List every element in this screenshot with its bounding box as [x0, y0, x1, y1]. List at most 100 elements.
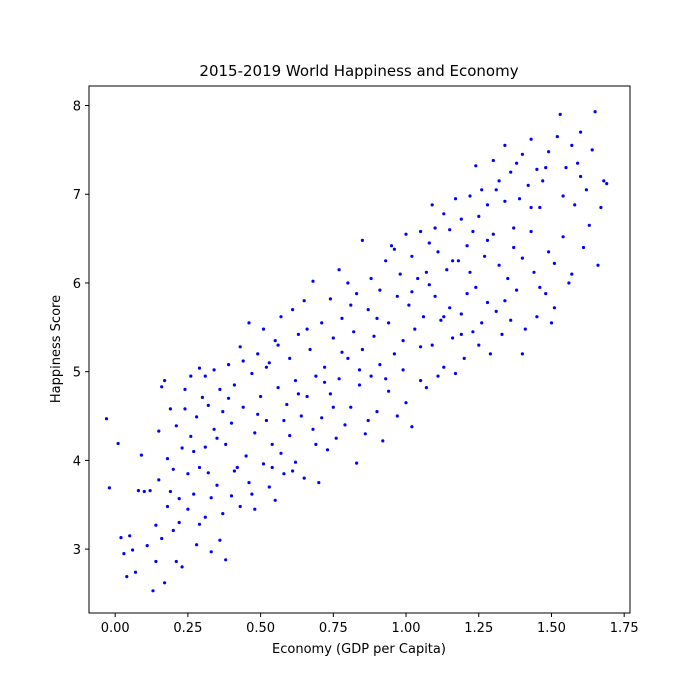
data-point: [320, 321, 324, 325]
data-point: [221, 511, 225, 516]
data-point: [535, 167, 539, 171]
data-point: [227, 396, 231, 400]
points-layer: [104, 110, 609, 593]
data-point: [267, 361, 271, 365]
data-point: [392, 247, 396, 251]
y-tick-label: 3: [73, 543, 81, 558]
data-point: [430, 343, 434, 347]
data-point: [398, 272, 402, 276]
data-point: [186, 507, 190, 511]
data-point: [165, 504, 170, 509]
data-point: [448, 228, 452, 232]
data-point: [296, 332, 300, 336]
data-point: [570, 272, 574, 276]
data-point: [328, 297, 332, 301]
data-point: [552, 306, 557, 310]
data-point: [439, 318, 443, 322]
data-point: [410, 254, 414, 258]
data-point: [453, 197, 458, 201]
data-point: [331, 336, 335, 340]
data-point: [436, 250, 440, 254]
data-point: [151, 589, 155, 593]
data-point: [485, 238, 490, 242]
data-point: [293, 379, 298, 383]
data-point: [416, 276, 420, 281]
data-point: [250, 492, 254, 496]
data-point: [337, 377, 341, 381]
data-point: [517, 197, 522, 201]
data-point: [357, 368, 362, 372]
data-point: [200, 395, 204, 399]
data-point: [462, 356, 466, 360]
data-point: [413, 327, 417, 331]
data-point: [104, 417, 109, 421]
data-point: [218, 387, 222, 391]
data-point: [261, 327, 266, 331]
data-point: [273, 339, 277, 343]
data-point: [247, 481, 251, 485]
x-axis-label: Economy (GDP per Capita): [272, 642, 446, 657]
data-point: [282, 418, 286, 423]
data-point: [253, 507, 257, 511]
data-point: [445, 268, 449, 272]
data-point: [346, 281, 350, 285]
data-point: [340, 350, 344, 354]
data-point: [192, 449, 196, 454]
data-point: [197, 522, 202, 526]
data-point: [491, 232, 495, 236]
data-point: [555, 135, 559, 139]
data-point: [145, 544, 149, 548]
data-point: [375, 410, 379, 414]
data-point: [256, 352, 260, 356]
data-point: [573, 203, 577, 207]
data-point: [570, 143, 574, 147]
data-point: [163, 379, 167, 383]
data-point: [128, 534, 132, 538]
data-point: [291, 469, 295, 473]
data-point: [311, 279, 315, 283]
data-point: [378, 363, 382, 367]
data-point: [421, 315, 426, 319]
data-point: [494, 188, 498, 192]
data-point: [497, 179, 501, 183]
data-point: [352, 330, 356, 334]
data-point: [488, 352, 492, 356]
data-point: [593, 110, 597, 114]
data-point: [203, 515, 207, 519]
data-point: [209, 496, 213, 500]
data-point: [320, 416, 324, 420]
data-point: [165, 457, 170, 461]
data-point: [480, 188, 484, 192]
data-point: [340, 316, 344, 320]
data-point: [579, 174, 583, 179]
data-point: [186, 472, 190, 476]
data-point: [404, 401, 408, 405]
data-point: [183, 387, 187, 391]
data-point: [157, 478, 161, 482]
data-point: [433, 294, 437, 298]
data-point: [355, 292, 359, 296]
data-point: [314, 442, 318, 446]
data-point: [558, 112, 562, 116]
data-point: [267, 485, 271, 489]
data-point: [372, 334, 376, 338]
data-point: [538, 285, 542, 289]
data-point: [442, 212, 446, 216]
data-point: [171, 528, 175, 533]
data-point: [404, 232, 408, 236]
data-point: [529, 137, 533, 141]
data-point: [125, 575, 129, 579]
data-point: [270, 465, 274, 470]
x-tick-label: 0.00: [101, 621, 130, 636]
data-point: [206, 471, 210, 475]
x-tick-label: 1.50: [537, 621, 566, 636]
data-point: [474, 285, 478, 289]
data-point: [360, 347, 364, 352]
data-point: [465, 244, 469, 248]
data-point: [160, 536, 164, 541]
data-point: [308, 347, 312, 352]
data-point: [229, 494, 234, 498]
data-point: [471, 229, 475, 234]
data-point: [264, 365, 268, 369]
